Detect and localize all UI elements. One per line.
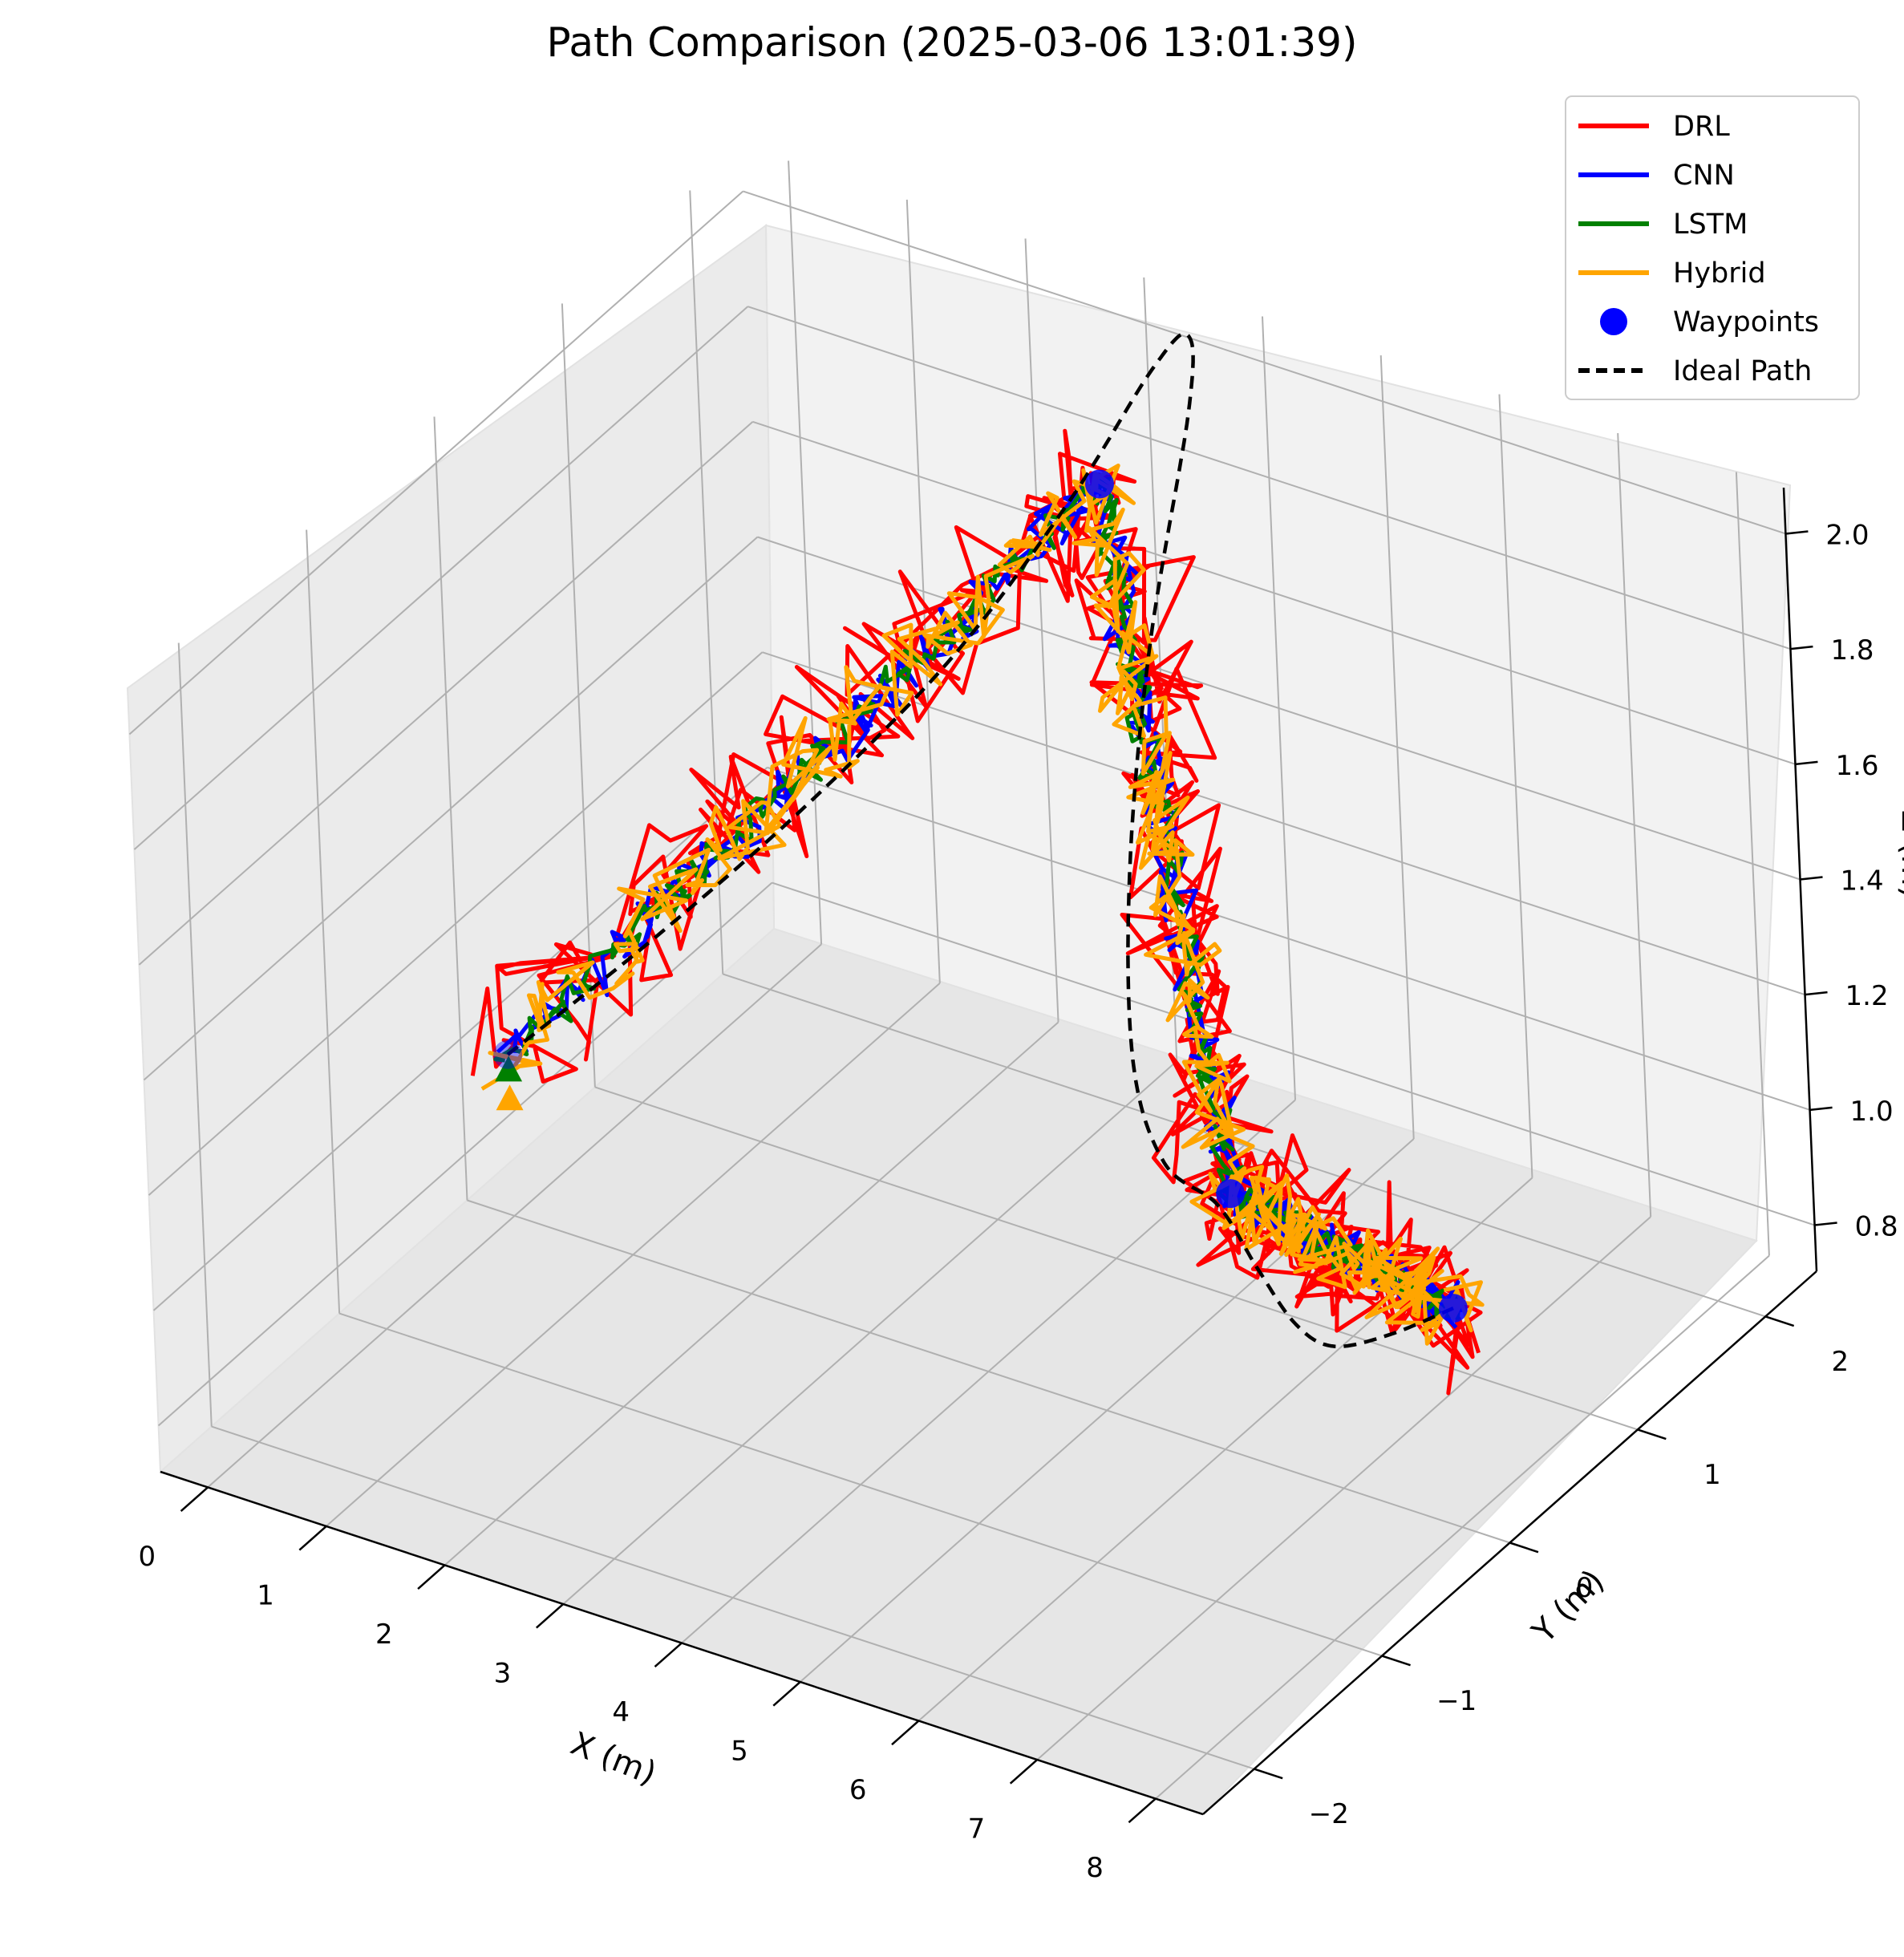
series-line-hybrid bbox=[480, 464, 1485, 1346]
y-tick-label: −1 bbox=[1436, 1685, 1477, 1717]
x-tick bbox=[535, 1603, 565, 1629]
legend-label: Ideal Path bbox=[1673, 355, 1812, 387]
grid-z-back bbox=[767, 766, 1810, 1111]
chart-title: Path Comparison (2025-03-06 13:01:39) bbox=[546, 19, 1357, 66]
grid-lines bbox=[128, 160, 1815, 1800]
grid-y-floor bbox=[722, 973, 1766, 1318]
x-tick-label: 8 bbox=[1086, 1852, 1104, 1884]
ideal-path-layer bbox=[506, 331, 1454, 1349]
z-tick bbox=[1785, 530, 1809, 535]
x-tick bbox=[654, 1642, 683, 1668]
grid-z-left bbox=[138, 421, 754, 966]
y-tick bbox=[1254, 1768, 1283, 1780]
x-tick-label: 4 bbox=[612, 1696, 630, 1728]
grid-y-floor bbox=[467, 1199, 1510, 1544]
z-tick bbox=[1814, 1222, 1837, 1226]
y-tick bbox=[1509, 1542, 1539, 1554]
x-tick bbox=[772, 1681, 801, 1707]
z-tick-label: 0.8 bbox=[1855, 1211, 1898, 1243]
grid-y-floor bbox=[338, 1312, 1383, 1657]
start-marker bbox=[496, 1084, 524, 1111]
x-tick bbox=[1128, 1797, 1157, 1824]
z-axis-label: Z (m) bbox=[1894, 810, 1904, 898]
grid-z-back bbox=[762, 651, 1805, 996]
x-tick-label: 0 bbox=[138, 1541, 156, 1573]
legend-label: Hybrid bbox=[1673, 257, 1766, 290]
waypoint-marker bbox=[1216, 1179, 1246, 1209]
legend-label: DRL bbox=[1673, 111, 1730, 143]
y-tick bbox=[1381, 1655, 1411, 1667]
x-tick-label: 5 bbox=[731, 1735, 748, 1767]
series-layer bbox=[470, 428, 1485, 1396]
z-tick bbox=[1809, 1106, 1833, 1112]
x-tick-label: 6 bbox=[849, 1774, 867, 1806]
x-tick-label: 3 bbox=[494, 1657, 512, 1689]
legend-items: DRL CNN LSTM Hybrid Waypoints Ideal Path bbox=[1578, 111, 1819, 387]
grid-z-back bbox=[772, 881, 1815, 1226]
legend-box bbox=[1565, 95, 1860, 400]
legend-label: Waypoints bbox=[1673, 306, 1819, 338]
z-tick-label: 2.0 bbox=[1825, 519, 1869, 551]
ideal-path-line bbox=[506, 331, 1454, 1349]
legend-label: LSTM bbox=[1673, 209, 1748, 241]
x-tick bbox=[1009, 1759, 1039, 1785]
z-tick bbox=[1790, 645, 1813, 650]
grid-z-back bbox=[752, 420, 1796, 765]
waypoint-marker bbox=[1438, 1294, 1468, 1323]
z-tick-label: 1.4 bbox=[1841, 865, 1884, 897]
x-tick bbox=[891, 1720, 920, 1746]
grid-z-left bbox=[143, 536, 759, 1081]
grid-z-back bbox=[757, 536, 1801, 881]
grid-z-left bbox=[148, 651, 764, 1196]
z-tick-label: 1.8 bbox=[1830, 634, 1874, 667]
z-tick-label: 1.2 bbox=[1845, 980, 1889, 1012]
x-tick bbox=[298, 1525, 327, 1551]
grid-z-back bbox=[747, 306, 1791, 650]
grid-z-left bbox=[133, 306, 749, 850]
x-tick bbox=[417, 1564, 446, 1590]
z-tick bbox=[1805, 991, 1828, 996]
legend-marker bbox=[1600, 308, 1627, 335]
z-tick-label: 1.0 bbox=[1850, 1096, 1894, 1128]
grid-y-floor bbox=[211, 1425, 1255, 1770]
y-tick-label: 2 bbox=[1832, 1346, 1849, 1378]
waypoint-marker bbox=[1084, 469, 1114, 499]
y-tick bbox=[1637, 1428, 1667, 1440]
x-axis-label: X (m) bbox=[565, 1725, 661, 1793]
x-tick-label: 1 bbox=[257, 1579, 274, 1611]
waypoint-layer bbox=[493, 469, 1468, 1323]
grid-y-floor bbox=[594, 1086, 1639, 1431]
grid-z-left bbox=[128, 190, 744, 735]
x-tick-label: 2 bbox=[375, 1619, 393, 1651]
x-tick bbox=[180, 1486, 209, 1512]
z-tick bbox=[1795, 760, 1818, 766]
x-tick-label: 7 bbox=[968, 1813, 986, 1845]
waypoint-marker bbox=[493, 1039, 523, 1069]
grid-z-back bbox=[743, 190, 1786, 535]
y-axis-label: Y (m) bbox=[1525, 1562, 1611, 1651]
start-marker bbox=[495, 1055, 523, 1082]
legend-label: CNN bbox=[1673, 160, 1735, 192]
y-tick bbox=[1764, 1315, 1795, 1327]
z-tick bbox=[1800, 876, 1823, 881]
z-tick-label: 1.6 bbox=[1835, 750, 1878, 782]
y-tick-label: 0 bbox=[1576, 1572, 1594, 1604]
y-tick-label: 1 bbox=[1703, 1459, 1721, 1491]
legend: DRL CNN LSTM Hybrid Waypoints Ideal Path bbox=[1565, 95, 1860, 400]
axes: 0 1 2 3 4 5 6 7 8 −2 −1 0 1 2 0.8 1.0 1.2 1.4 1.6 1.8 2.0 bbox=[138, 487, 1898, 1884]
y-tick-label: −2 bbox=[1309, 1798, 1349, 1830]
